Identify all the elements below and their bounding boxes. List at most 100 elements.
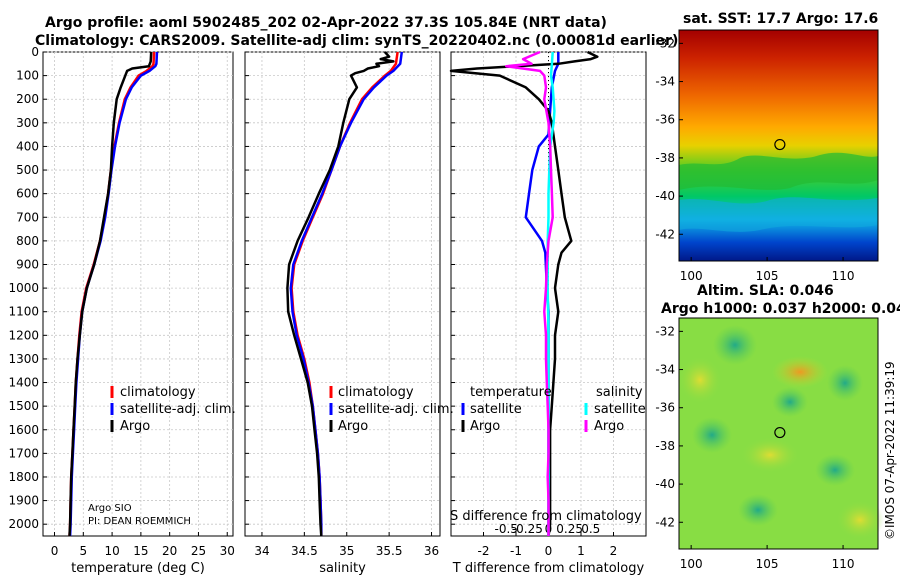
series-line-salinity-argo: [505, 50, 554, 536]
y-tick-label: 1900: [8, 494, 39, 508]
sst-front-cyan: [679, 197, 878, 232]
temperature-panel: 0 5 10 15 20 25 300100200300400500600700800900…: [8, 45, 234, 576]
y-tick-label: 1500: [8, 399, 39, 413]
lon-tick-label: 100: [680, 269, 703, 283]
sst-map-frame: [678, 29, 879, 262]
sla-map: [678, 317, 884, 550]
x-axis-label: temperature (deg C): [71, 561, 205, 576]
y-tick-label: 100: [16, 69, 39, 83]
sla-eddy: [772, 387, 808, 417]
x-axis-label: salinity: [319, 561, 366, 576]
y-tick-label: 800: [16, 234, 39, 248]
lat-tick-label: -40: [655, 477, 675, 491]
legend-title-salinity: salinity: [596, 385, 643, 400]
x-tick-label: 30: [220, 544, 235, 558]
legend-label-t-argo: Argo: [470, 419, 500, 434]
sla-eddy: [738, 494, 778, 526]
legend-label-s-argo: Argo: [594, 419, 624, 434]
sst-front-green: [679, 152, 878, 190]
legend-label-satellite-clim: satellite-adj. clim.: [120, 402, 236, 417]
x-tick-label: 2: [610, 544, 618, 558]
sla-eddy: [815, 454, 855, 486]
lat-tick-label: -36: [655, 401, 675, 415]
sla-eddy: [740, 437, 800, 473]
legend-label-satellite-clim: satellite-adj. clim.: [338, 402, 454, 417]
copyright-stamp: ©IMOS 07-Apr-2022 11:39:19: [883, 361, 897, 540]
x-axis-label: T difference from climatology: [452, 561, 645, 576]
sla-eddy: [827, 365, 863, 401]
sla-map-frame: [678, 317, 879, 550]
salinity-panel: 34 34.5 35 35.5 36 salinity: [244, 51, 441, 576]
difference-panel: -2 -1 0 1 2 T difference from climatology -0.5…: [449, 50, 647, 576]
x-tick-label: -2: [478, 544, 490, 558]
sst-map-title: sat. SST: 17.7 Argo: 17.6: [683, 11, 878, 27]
figure-title-line-2: Climatology: CARS2009. Satellite-adj cli…: [35, 33, 678, 49]
lon-tick-label: 110: [832, 557, 855, 571]
lat-tick-label: -32: [655, 324, 675, 338]
x2-tick-label: 0.25: [556, 522, 583, 536]
lat-tick-label: -40: [655, 189, 675, 203]
x-tick-label: 34: [254, 544, 269, 558]
credit-line-2: PI: DEAN ROEMMICH: [88, 516, 191, 527]
sst-float-marker: [774, 138, 786, 151]
sla-eddy: [678, 356, 722, 404]
y-tick-label: 200: [16, 92, 39, 106]
legend-label-climatology: climatology: [338, 385, 414, 400]
difference-panel-x2-label: S difference from climatology: [450, 509, 642, 524]
sla-float-marker: [774, 426, 786, 439]
y-tick-label: 600: [16, 187, 39, 201]
lat-tick-label: -38: [655, 439, 675, 453]
salinity-legend: climatology satellite-adj. clim. Argo: [329, 385, 454, 434]
lat-tick-label: -38: [655, 151, 675, 165]
y-tick-label: 0: [31, 45, 39, 59]
x2-tick-label: -0.5: [495, 522, 518, 536]
x-tick-label: 35.5: [376, 544, 403, 558]
x-tick-label: 25: [191, 544, 206, 558]
y-tick-label: 1100: [8, 305, 39, 319]
sla-eddy: [772, 356, 828, 388]
temperature-legend: climatology satellite-adj. clim. Argo: [110, 385, 236, 434]
lat-tick-label: -34: [655, 75, 675, 89]
sla-map-ticks: -32 -34 -36 -38 -40 -42 100 105 110: [655, 324, 854, 571]
x-tick-label: 35: [339, 544, 354, 558]
lon-tick-label: 105: [756, 269, 779, 283]
y-tick-label: 1300: [8, 352, 39, 366]
y-tick-label: 1200: [8, 328, 39, 342]
y-tick-label: 300: [16, 116, 39, 130]
sla-map-title-line-2: Argo h1000: 0.037 h2000: 0.048: [661, 301, 900, 317]
lat-tick-label: -34: [655, 363, 675, 377]
difference-legend: temperature salinity satellite Argo sate…: [461, 385, 646, 434]
y-tick-label: 500: [16, 163, 39, 177]
figure-title-line-1: Argo profile: aoml 5902485_202 02-Apr-20…: [45, 15, 607, 31]
y-tick-label: 2000: [8, 517, 39, 531]
lon-tick-label: 105: [756, 557, 779, 571]
lat-tick-label: -36: [655, 113, 675, 127]
y-tick-label: 900: [16, 257, 39, 271]
x-tick-label: 36: [424, 544, 439, 558]
y-tick-label: 1800: [8, 470, 39, 484]
y-tick-label: 1700: [8, 446, 39, 460]
plot-frame: [244, 51, 441, 537]
x-tick-label: 1: [577, 544, 585, 558]
legend-label-t-satellite: satellite: [470, 402, 522, 417]
x-tick-label: 10: [104, 544, 119, 558]
lat-tick-label: -32: [655, 36, 675, 50]
sst-map-ticks: -32 -34 -36 -38 -40 -42 100 105 110: [655, 36, 854, 283]
y-tick-label: 1600: [8, 423, 39, 437]
sla-eddy: [692, 417, 732, 453]
series-line-argo: [68, 51, 153, 537]
lon-tick-label: 100: [680, 557, 703, 571]
sla-map-title-line-1: Altim. SLA: 0.046: [697, 283, 834, 299]
plot-frame: [42, 51, 234, 537]
legend-label-argo: Argo: [338, 419, 368, 434]
x-tick-label: -1: [510, 544, 522, 558]
lon-tick-label: 110: [832, 269, 855, 283]
x-tick-label: 15: [133, 544, 148, 558]
x2-tick-label: 0.5: [581, 522, 600, 536]
y-tick-label: 700: [16, 210, 39, 224]
x2-tick-label: -0.25: [512, 522, 543, 536]
sla-eddy: [713, 325, 757, 365]
y-tick-label: 1400: [8, 376, 39, 390]
lat-tick-label: -42: [655, 227, 675, 241]
